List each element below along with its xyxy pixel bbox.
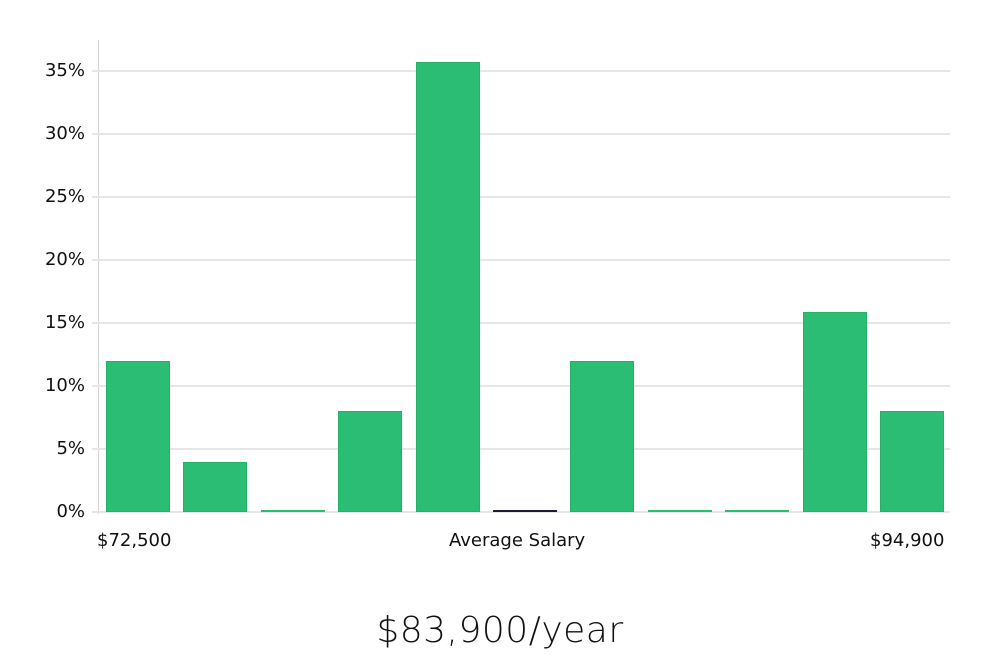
salary-histogram: 0% 5% 10% 15% 20% 25% 30% 35% $72,500 Average S… [44, 40, 950, 551]
y-tick-label: 20% [44, 249, 85, 270]
gridline [92, 70, 950, 72]
bar [415, 62, 480, 512]
bar-empty [260, 510, 325, 512]
y-axis-line [98, 40, 99, 514]
x-axis-title: Average Salary [449, 530, 586, 551]
bar [106, 360, 170, 512]
y-tick-label: 25% [44, 186, 85, 207]
y-tick-label: 0% [56, 501, 85, 522]
y-tick-label: 5% [56, 438, 85, 459]
bar-empty [725, 510, 790, 512]
average-salary-value: $83,900/year [376, 610, 624, 651]
y-tick-label: 15% [44, 312, 85, 333]
gridline [92, 511, 950, 513]
x-axis-max-label: $94,900 [870, 530, 945, 551]
y-tick-label: 30% [44, 123, 85, 144]
gridline [92, 259, 950, 261]
y-tick-label: 10% [44, 375, 85, 396]
y-tick-label: 35% [44, 60, 85, 81]
gridline [92, 322, 950, 324]
x-axis-min-label: $72,500 [97, 530, 172, 551]
bar-empty [647, 510, 712, 512]
bar [338, 411, 403, 512]
bar [802, 311, 867, 512]
bar [570, 360, 635, 512]
average-marker [493, 510, 557, 512]
gridline [92, 385, 950, 387]
gridline [92, 448, 950, 450]
bar [183, 461, 248, 512]
gridline [92, 196, 950, 198]
gridline [92, 133, 950, 135]
bar [880, 411, 944, 512]
